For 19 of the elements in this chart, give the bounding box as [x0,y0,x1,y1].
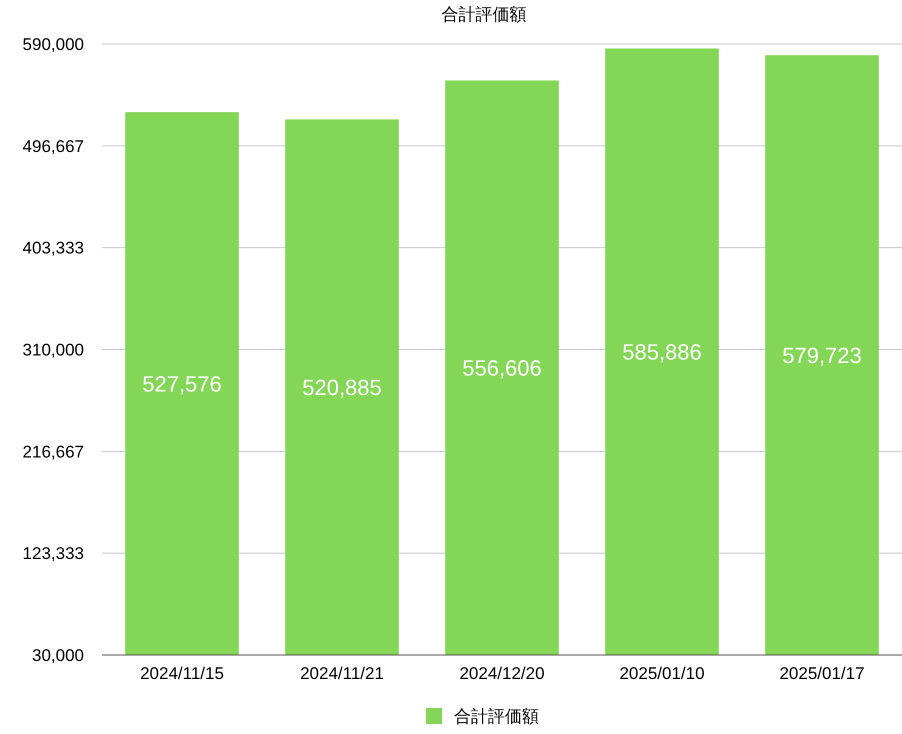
x-tick-label: 2024/12/20 [459,664,545,683]
x-tick-label: 2025/01/17 [779,664,865,683]
data-label: 520,885 [302,374,382,400]
data-label: 585,886 [622,339,702,364]
legend-label: 合計評価額 [454,706,539,726]
data-label: 527,576 [142,371,222,396]
y-tick-label: 30,000 [32,646,84,665]
y-tick-label: 123,333 [22,544,84,564]
chart-title: 合計評価額 [442,5,526,24]
x-tick-label: 2024/11/15 [140,664,224,683]
y-tick-label: 590,000 [22,34,84,54]
y-tick-label: 310,000 [22,340,84,360]
x-tick-label: 2025/01/10 [619,664,705,683]
y-tick-label: 216,667 [22,442,84,462]
y-tick-label: 403,333 [22,238,84,258]
data-label: 579,723 [782,342,862,368]
data-label: 556,606 [462,355,542,380]
x-tick-label: 2024/11/21 [300,664,384,683]
y-tick-label: 496,667 [22,136,84,156]
